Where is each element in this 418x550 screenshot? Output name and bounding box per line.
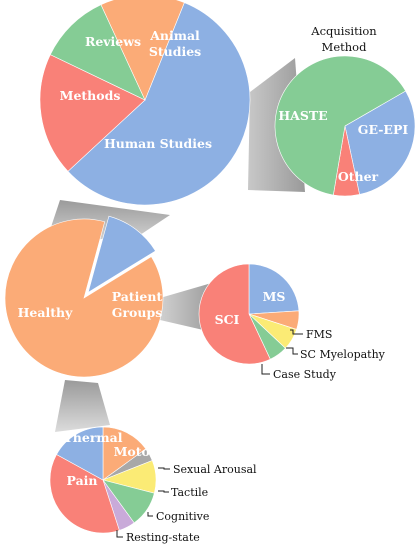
label-pain: Pain [67,473,98,488]
slice-healthy [4,218,164,378]
pie-task: Motor Pain Thermal [49,426,157,534]
leader-lines [116,329,303,538]
slice-ms [248,263,300,315]
pie-patient: MS SCI [198,263,300,365]
slice-haste [274,55,407,196]
label-patient-groups-line2: Groups [112,305,162,320]
pie-group: Human Studies Methods Reviews AnimalStudies… [4,0,416,534]
label-cognitive: Cognitive [156,510,209,523]
label-other: Other [338,169,379,184]
slice-pain [49,454,120,534]
label-methods: Methods [60,88,121,103]
slice-motor [102,426,147,481]
slice-methods [39,54,146,172]
label-thermal: Thermal [63,430,122,445]
slice-sci [198,263,271,365]
label-sc-myelopathy: SC Myelopathy [300,348,386,361]
label-healthy: Healthy [18,305,73,320]
label-animal-studies-line1: Animal [149,28,200,43]
slice-reviews [49,4,146,101]
slice-human-studies [67,2,251,206]
pie-acquisition: GE-EPI Other HASTE [274,55,416,197]
leader-cognitive [147,512,153,517]
label-fms: FMS [306,328,332,341]
slice-animal-studies [100,0,185,101]
slice-patient-groups [87,215,156,294]
label-animal-studies-line2: Studies [149,44,201,59]
label-reviews: Reviews [85,34,141,49]
label-ms: MS [263,289,286,304]
slice-ge-epi [344,90,416,195]
connector-healthy-tasks [55,380,110,432]
label-haste: HASTE [278,108,327,123]
label-sci: SCI [215,312,240,327]
label-sexual-arousal: Sexual Arousal [173,463,257,476]
label-patient-groups-line1: Patient [112,289,163,304]
acquisition-title-line1: Acquisition [310,24,377,38]
label-ge-epi: GE-EPI [358,122,409,137]
label-resting-state: Resting-state [126,531,200,544]
label-human-studies: Human Studies [104,136,212,151]
label-motor: Motor [114,444,157,459]
leader-sc-myelopathy [286,347,298,355]
leader-resting-state [116,530,123,538]
label-tactile: Tactile [171,486,208,499]
acquisition-title-line2: Method [322,40,368,54]
slice-thermal [56,426,104,481]
label-case-study: Case Study [273,368,337,381]
leader-fms [290,329,303,335]
leader-sexual-arousal [158,467,170,470]
leader-tactile [158,490,169,493]
leader-case-study [261,364,270,375]
